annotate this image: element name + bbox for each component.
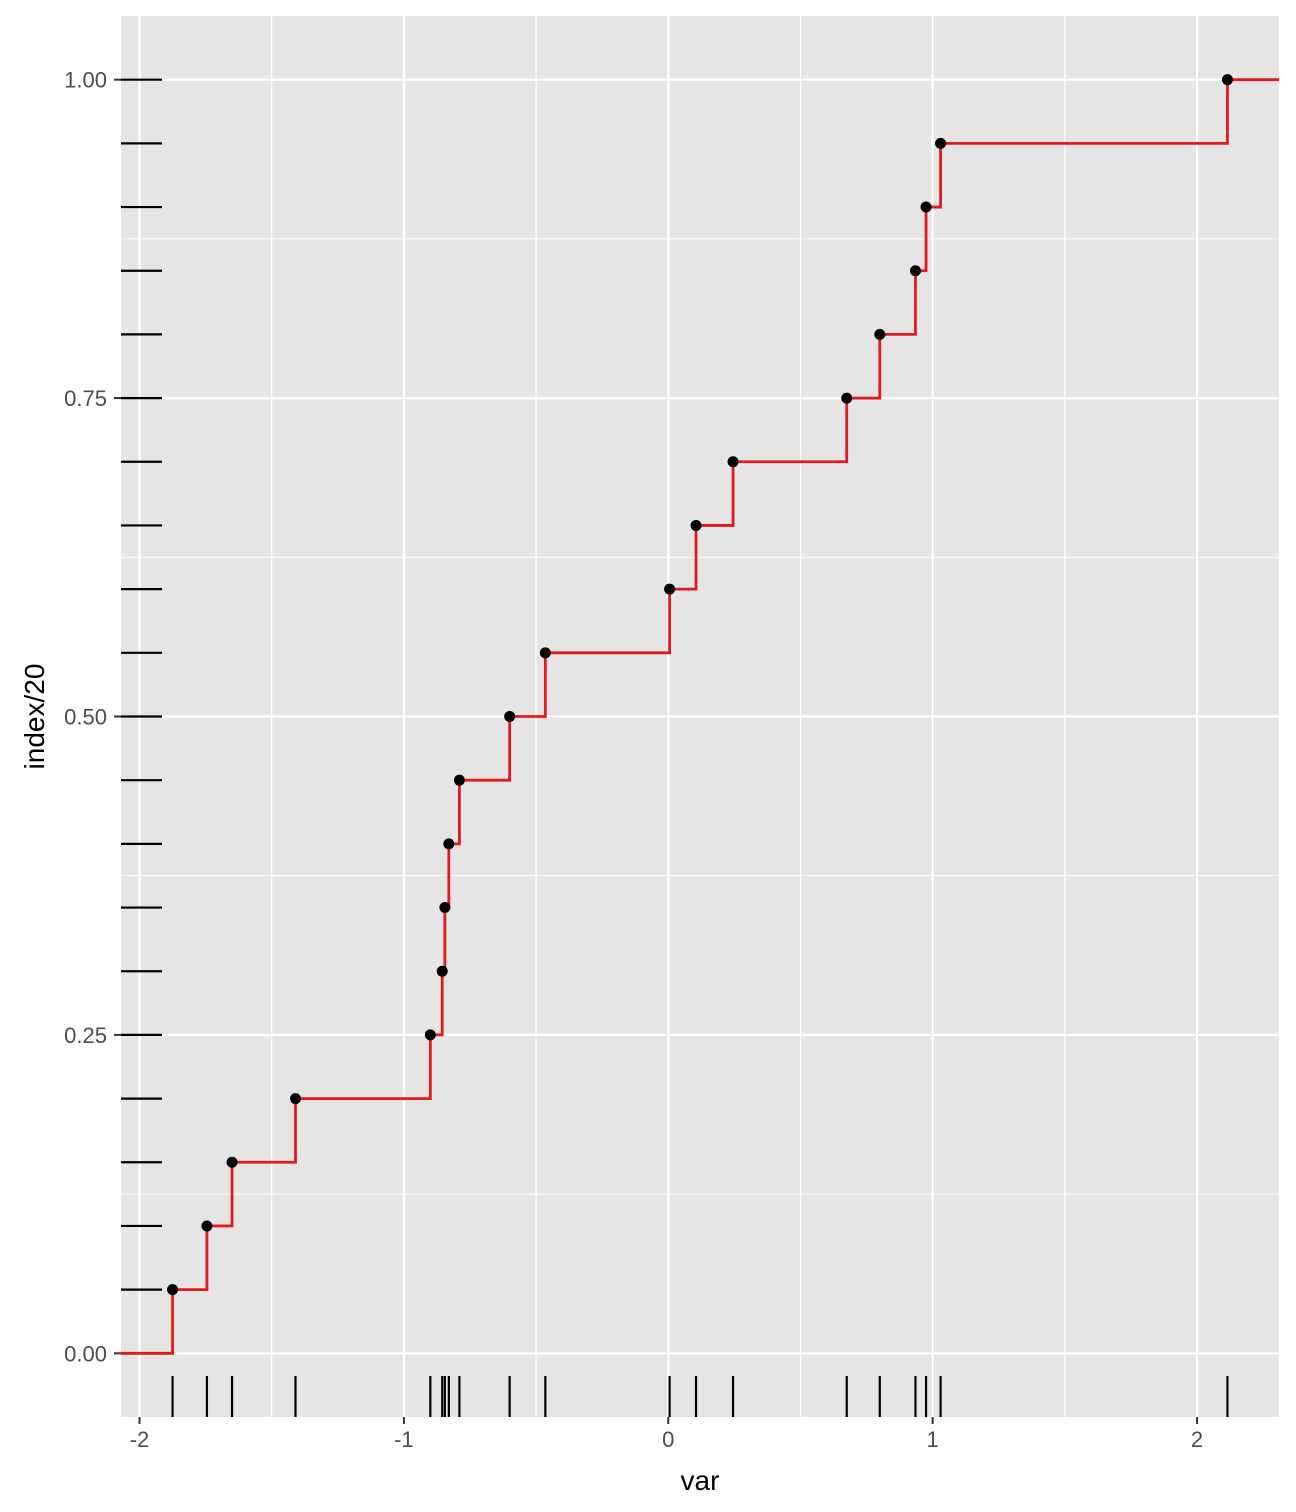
data-point — [664, 583, 676, 595]
major-grid — [121, 16, 1279, 1417]
data-point — [443, 838, 455, 850]
y-tick-label: 0.25 — [64, 1023, 107, 1048]
x-tick-label: -2 — [130, 1427, 150, 1452]
x-tick-label: 2 — [1191, 1427, 1203, 1452]
data-point — [453, 774, 465, 786]
y-tick-label: 0.00 — [64, 1341, 107, 1366]
data-point — [436, 965, 448, 977]
x-tick-label: 0 — [662, 1427, 674, 1452]
data-point — [690, 519, 702, 531]
y-tick-label: 1.00 — [64, 68, 107, 93]
data-point — [727, 456, 739, 468]
x-tick-label: -1 — [394, 1427, 414, 1452]
data-point — [167, 1284, 179, 1296]
data-point — [1221, 74, 1233, 86]
x-tick-labels: -2 -1 0 1 2 — [130, 1427, 1203, 1452]
axis-ticks — [114, 78, 1199, 1424]
y-tick-label: 0.50 — [64, 705, 107, 730]
data-point — [909, 265, 921, 277]
data-point — [439, 902, 451, 914]
data-point — [920, 201, 932, 213]
rug-marks — [121, 78, 1229, 1417]
data-point — [841, 392, 853, 404]
x-axis-title: var — [681, 1465, 720, 1496]
data-point — [874, 328, 886, 340]
data-points — [167, 74, 1233, 1296]
y-tick-labels: 0.00 0.25 0.50 0.75 1.00 — [64, 68, 107, 1367]
data-point — [935, 137, 947, 149]
data-point — [539, 647, 551, 659]
x-tick-label: 1 — [927, 1427, 939, 1452]
data-point — [504, 711, 516, 722]
y-tick-label: 0.75 — [64, 386, 107, 411]
data-point — [201, 1220, 213, 1232]
data-point — [424, 1029, 436, 1041]
data-point — [289, 1093, 301, 1105]
y-axis-title: index/20 — [19, 664, 50, 770]
data-point — [226, 1156, 238, 1168]
